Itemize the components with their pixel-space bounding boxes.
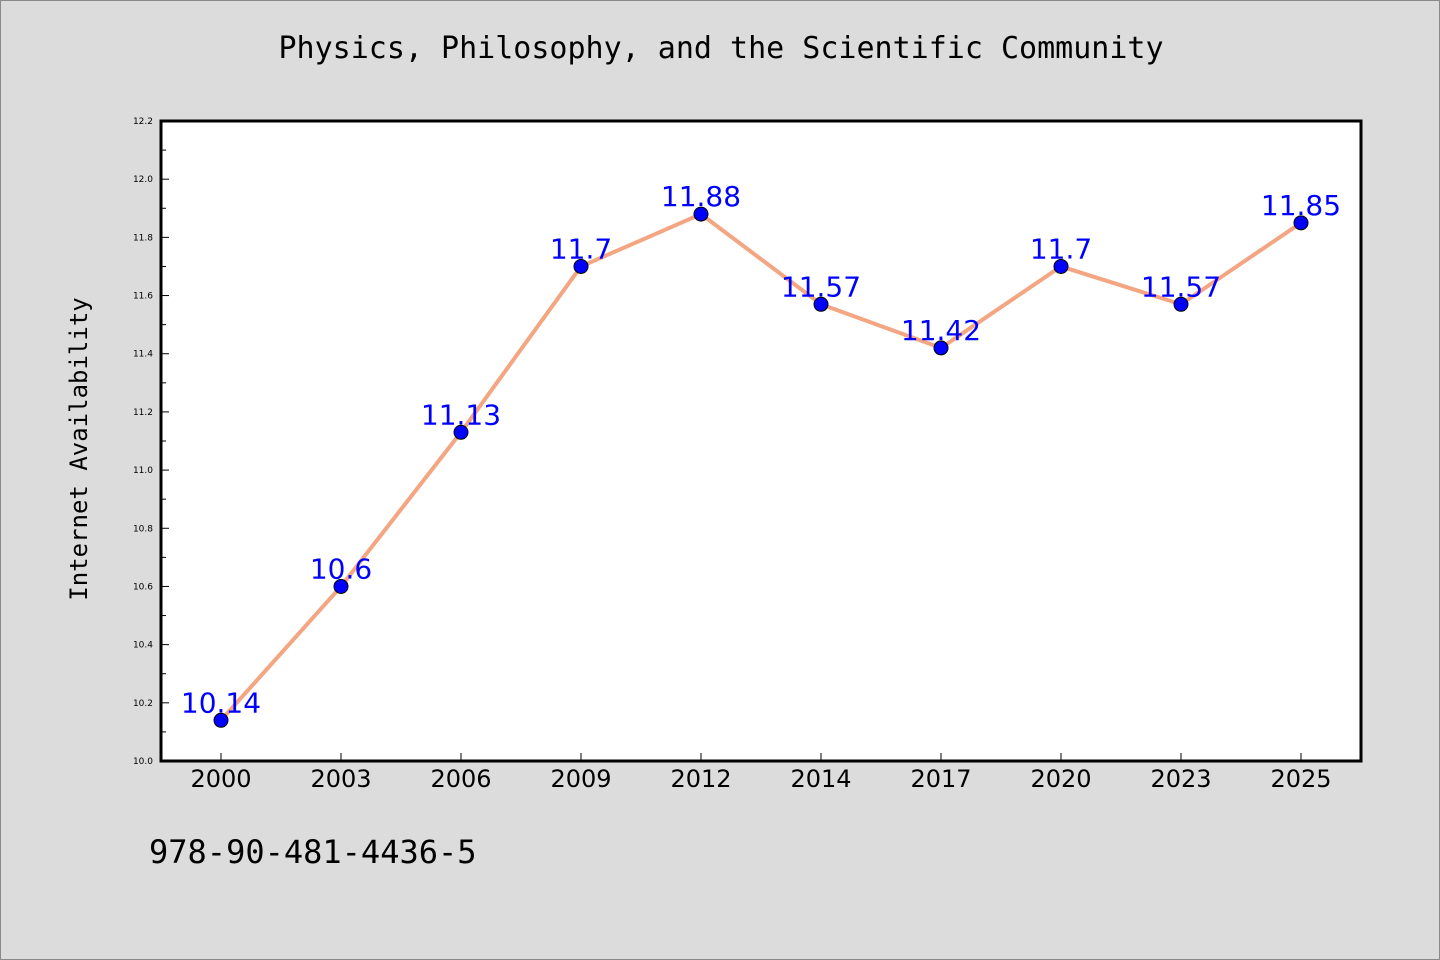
data-label: 11.42	[901, 314, 981, 347]
data-label: 10.6	[310, 552, 372, 585]
isbn-text: 978-90-481-4436-5	[149, 833, 477, 871]
y-tick-label: 10.0	[133, 757, 153, 767]
data-label: 11.88	[661, 180, 741, 213]
y-tick-label: 11.2	[133, 408, 153, 418]
x-tick-label: 2012	[670, 765, 731, 793]
x-tick-label: 2017	[910, 765, 971, 793]
x-tick-label: 2025	[1270, 765, 1331, 793]
data-point-marker	[693, 206, 709, 222]
data-label: 11.7	[1030, 232, 1092, 265]
y-axis-label: Internet Availability	[65, 297, 93, 600]
data-point-marker	[333, 578, 349, 594]
x-tick-label: 2000	[190, 765, 251, 793]
data-point-marker	[1173, 296, 1189, 312]
y-tick-label: 12.0	[133, 175, 153, 185]
data-label: 11.57	[1141, 270, 1221, 303]
data-label: 11.13	[421, 398, 501, 431]
data-label: 10.14	[181, 686, 261, 719]
y-tick-label: 11.0	[133, 466, 153, 476]
y-tick-label: 11.4	[133, 350, 153, 360]
y-tick-label: 10.2	[133, 699, 153, 709]
x-tick-label: 2014	[790, 765, 851, 793]
data-label: 11.7	[550, 232, 612, 265]
data-label: 11.57	[781, 270, 861, 303]
data-point-marker	[1053, 258, 1069, 274]
plot-frame	[159, 119, 1363, 763]
x-tick-label: 2020	[1030, 765, 1091, 793]
y-tick-label: 10.4	[133, 641, 153, 651]
y-tick-label: 10.8	[133, 524, 153, 534]
data-point-marker	[213, 712, 229, 728]
series-line	[219, 212, 1303, 722]
x-axis-ticks: 2000 2003 2006 2009 2012 2014 2017 2020 2023 2025	[190, 753, 1332, 793]
y-tick-label: 10.6	[133, 582, 153, 592]
y-tick-label: 12.2	[133, 117, 153, 127]
y-tick-label: 11.8	[133, 233, 153, 243]
series-group: 10.14 10.6 11.13 11.7 11.88 11.57 11.42 11.7 11.…	[181, 180, 1341, 728]
x-tick-label: 2006	[430, 765, 491, 793]
x-tick-label: 2009	[550, 765, 611, 793]
y-tick-label: 11.6	[133, 292, 153, 302]
data-point-marker	[933, 340, 949, 356]
data-label: 11.85	[1261, 189, 1341, 222]
x-tick-label: 2023	[1150, 765, 1211, 793]
data-point-marker	[453, 424, 469, 440]
data-point-marker	[573, 258, 589, 274]
plot-area	[161, 121, 1361, 761]
x-tick-label: 2003	[310, 765, 371, 793]
data-point-marker	[813, 296, 829, 312]
data-point-marker	[1293, 215, 1309, 231]
chart-title: Physics, Philosophy, and the Scientific …	[278, 31, 1164, 66]
